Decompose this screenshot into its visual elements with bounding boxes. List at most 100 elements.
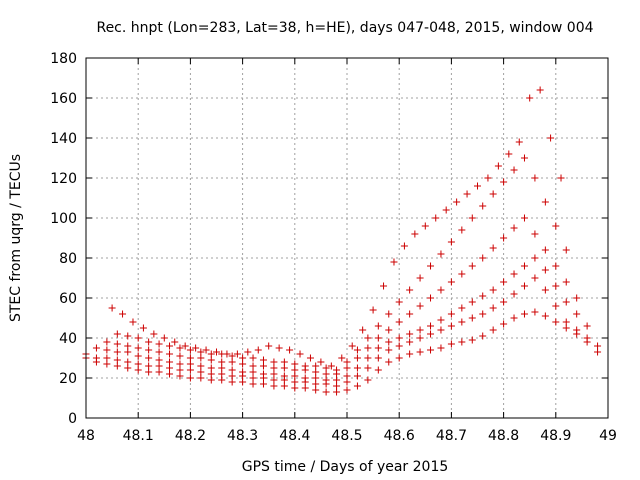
data-point	[338, 354, 346, 362]
data-point	[416, 274, 424, 282]
data-point	[583, 322, 591, 330]
data-point	[259, 362, 267, 370]
y-tick-label: 60	[59, 291, 77, 307]
data-point	[505, 150, 513, 158]
data-point	[207, 370, 215, 378]
x-tick-label: 48.1	[123, 428, 154, 444]
data-point	[515, 138, 523, 146]
data-point	[218, 364, 226, 372]
data-point	[207, 376, 215, 384]
data-point	[160, 334, 168, 342]
data-point	[489, 304, 497, 312]
data-point	[447, 238, 455, 246]
data-point	[458, 318, 466, 326]
data-point	[166, 342, 174, 350]
data-point	[113, 362, 121, 370]
data-point	[552, 262, 560, 270]
data-point	[197, 362, 205, 370]
data-point	[124, 332, 132, 340]
data-point	[562, 318, 570, 326]
data-point	[573, 294, 581, 302]
data-point	[479, 202, 487, 210]
data-point	[390, 258, 398, 266]
y-axis-label: STEC from uqrg / TECUs	[8, 154, 24, 322]
data-point	[552, 282, 560, 290]
y-tick-label: 40	[59, 331, 77, 347]
data-point	[218, 370, 226, 378]
data-point	[395, 342, 403, 350]
data-point	[541, 312, 549, 320]
data-point	[510, 224, 518, 232]
x-tick-label: 49	[599, 428, 617, 444]
data-point	[458, 270, 466, 278]
data-point	[385, 346, 393, 354]
data-point	[395, 298, 403, 306]
data-point	[92, 354, 100, 362]
data-point	[437, 286, 445, 294]
data-point	[103, 354, 111, 362]
data-point	[552, 222, 560, 230]
data-point	[427, 322, 435, 330]
data-point	[374, 354, 382, 362]
data-point	[531, 174, 539, 182]
data-point	[447, 310, 455, 318]
data-point	[541, 246, 549, 254]
data-point	[134, 334, 142, 342]
data-point	[312, 374, 320, 382]
data-point	[520, 262, 528, 270]
data-point	[374, 344, 382, 352]
data-point	[108, 304, 116, 312]
data-point	[573, 326, 581, 334]
data-point	[291, 372, 299, 380]
data-point	[427, 294, 435, 302]
data-point	[145, 368, 153, 376]
data-point	[437, 250, 445, 258]
data-point	[437, 326, 445, 334]
data-point	[353, 346, 361, 354]
data-point	[218, 358, 226, 366]
x-tick-label: 48.9	[540, 428, 571, 444]
data-point	[181, 342, 189, 350]
data-point	[552, 318, 560, 326]
data-point	[416, 302, 424, 310]
data-point	[270, 358, 278, 366]
data-point	[270, 370, 278, 378]
data-point	[249, 362, 257, 370]
data-point	[447, 340, 455, 348]
data-point	[186, 360, 194, 368]
x-tick-label: 48.4	[279, 428, 310, 444]
data-point	[489, 326, 497, 334]
data-point	[312, 362, 320, 370]
data-point	[406, 350, 414, 358]
data-point	[176, 366, 184, 374]
data-point	[244, 348, 252, 356]
data-point	[353, 382, 361, 390]
data-point	[322, 370, 330, 378]
data-point	[468, 214, 476, 222]
data-point	[353, 372, 361, 380]
data-point	[155, 362, 163, 370]
data-point	[145, 346, 153, 354]
data-point	[447, 322, 455, 330]
tick-label-layer: 0 20 40 60 80 100 120 140 160 180 48 48.1 48.2 48.3 48…	[50, 51, 617, 444]
data-point	[520, 282, 528, 290]
data-point	[411, 230, 419, 238]
data-point	[176, 372, 184, 380]
data-point	[364, 334, 372, 342]
data-point	[306, 354, 314, 362]
data-point	[458, 338, 466, 346]
data-point	[291, 366, 299, 374]
data-points-layer	[82, 86, 602, 396]
data-point	[228, 352, 236, 360]
x-tick-label: 48.8	[488, 428, 519, 444]
data-point	[155, 348, 163, 356]
data-point	[134, 360, 142, 368]
data-point	[207, 364, 215, 372]
data-point	[186, 374, 194, 382]
data-point	[437, 316, 445, 324]
data-point	[520, 214, 528, 222]
data-point	[249, 354, 257, 362]
data-point	[275, 344, 283, 352]
data-point	[233, 350, 241, 358]
data-point	[223, 350, 231, 358]
